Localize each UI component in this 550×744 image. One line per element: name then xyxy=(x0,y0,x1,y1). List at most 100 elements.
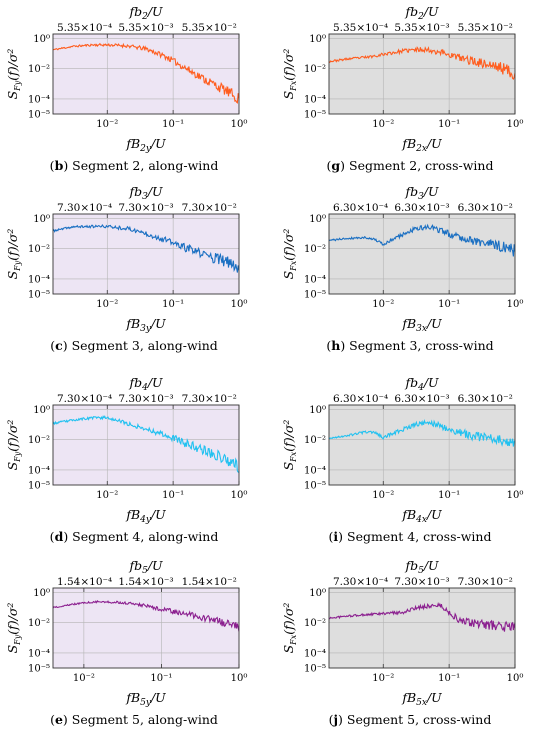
top-tick-label: 6.30×10⁻⁴ xyxy=(333,202,388,214)
top-tick-label: 5.35×10⁻² xyxy=(458,22,513,34)
panel-h: 10⁻² 10⁻¹ 10⁰ 10⁰ 10⁻² 10⁻⁴ 10⁻⁵ 6.30×10⁻⁴ 6.30×… xyxy=(281,184,523,353)
top-tick-label: 5.35×10⁻³ xyxy=(118,22,173,34)
plot-area xyxy=(53,405,239,485)
top-axis-title: fb4/U xyxy=(128,375,163,393)
top-tick-label: 5.35×10⁻⁴ xyxy=(333,22,388,34)
x-tick-label: 10⁰ xyxy=(507,119,524,130)
top-tick-label: 7.30×10⁻² xyxy=(458,576,513,588)
top-tick-label: 1.54×10⁻³ xyxy=(118,576,173,588)
x-tick-label: 10⁰ xyxy=(507,673,524,684)
y-tick-label: 10⁻⁵ xyxy=(28,110,50,121)
panel-caption: (b) Segment 2, along-wind xyxy=(50,158,219,173)
x-axis-title: fB3x/U xyxy=(401,316,442,334)
top-tick-label: 6.30×10⁻² xyxy=(458,202,513,214)
x-tick-label: 10⁻² xyxy=(96,299,118,310)
x-tick-label: 10⁻² xyxy=(96,490,118,501)
x-tick-label: 10⁰ xyxy=(231,490,248,501)
panel-caption: (e) Segment 5, along-wind xyxy=(50,712,218,727)
y-tick-label: 10⁰ xyxy=(33,34,50,45)
panel-i: 10⁻² 10⁻¹ 10⁰ 10⁰ 10⁻² 10⁻⁴ 10⁻⁵ 6.30×10⁻⁴ 6.30×… xyxy=(281,375,523,544)
series-line-d xyxy=(53,415,239,473)
top-axis-title: fb5/U xyxy=(128,558,163,576)
top-tick-label: 7.30×10⁻⁴ xyxy=(333,576,388,588)
top-tick-label: 7.30×10⁻³ xyxy=(394,576,449,588)
x-axis-title: fB4y/U xyxy=(125,507,166,525)
panel-g: 10⁻² 10⁻¹ 10⁰ 10⁰ 10⁻² 10⁻⁴ 10⁻⁵ 5.35×10⁻⁴ 5.35×… xyxy=(281,4,523,173)
series-line-g xyxy=(329,46,515,81)
top-tick-label: 7.30×10⁻³ xyxy=(118,202,173,214)
top-axis-title: fb2/U xyxy=(404,4,439,22)
y-tick-label: 10⁻⁵ xyxy=(28,481,50,492)
x-tick-label: 10⁰ xyxy=(507,299,524,310)
plot-area xyxy=(329,588,515,668)
y-tick-label: 10⁰ xyxy=(309,405,326,416)
y-tick-label: 10⁻² xyxy=(28,618,50,629)
y-axis-title: SFx(f)/σ² xyxy=(281,229,298,280)
x-tick-label: 10⁻² xyxy=(372,490,394,501)
top-axis-title: fb5/U xyxy=(404,558,439,576)
y-tick-label: 10⁻⁴ xyxy=(28,648,50,659)
top-axis-title: fb3/U xyxy=(404,184,439,202)
y-tick-label: 10⁻⁵ xyxy=(304,290,326,301)
y-tick-label: 10⁻⁵ xyxy=(304,110,326,121)
panel-caption: (j) Segment 5, cross-wind xyxy=(329,712,492,727)
y-axis-title: SFy(f)/σ² xyxy=(5,420,22,471)
top-tick-label: 1.54×10⁻⁴ xyxy=(57,576,112,588)
top-tick-label: 6.30×10⁻² xyxy=(458,393,513,405)
y-tick-label: 10⁻⁵ xyxy=(304,481,326,492)
x-axis-title: fB5x/U xyxy=(401,690,442,708)
panel-caption: (c) Segment 3, along-wind xyxy=(50,338,218,353)
y-tick-label: 10⁰ xyxy=(33,588,50,599)
panel-caption: (d) Segment 4, along-wind xyxy=(50,529,219,544)
x-axis-title: fB5y/U xyxy=(125,690,166,708)
x-tick-label: 10⁻² xyxy=(96,119,118,130)
y-axis-title: SFy(f)/σ² xyxy=(5,603,22,654)
top-axis-title: fb4/U xyxy=(404,375,439,393)
panel-d: 10⁻² 10⁻¹ 10⁰ 10⁰ 10⁻² 10⁻⁴ 10⁻⁵ 7.30×10⁻⁴ 7.30×… xyxy=(5,375,247,544)
x-tick-label: 10⁰ xyxy=(231,119,248,130)
y-tick-label: 10⁻² xyxy=(304,244,326,255)
x-tick-label: 10⁻¹ xyxy=(150,673,172,684)
panel-caption: (h) Segment 3, cross-wind xyxy=(326,338,493,353)
top-tick-label: 7.30×10⁻² xyxy=(182,393,237,405)
top-tick-label: 7.30×10⁻³ xyxy=(118,393,173,405)
top-axis-title: fb3/U xyxy=(128,184,163,202)
y-axis-title: SFy(f)/σ² xyxy=(5,49,22,100)
y-tick-label: 10⁻² xyxy=(304,618,326,629)
x-tick-label: 10⁻¹ xyxy=(162,119,184,130)
panel-b: 10⁻² 10⁻¹ 10⁰ 10⁰ 10⁻² 10⁻⁴ 10⁻⁵ 5.35×10⁻⁴ 5.35×… xyxy=(5,4,247,173)
plot-area xyxy=(329,34,515,114)
x-tick-label: 10⁻² xyxy=(372,119,394,130)
y-tick-label: 10⁻² xyxy=(304,435,326,446)
top-tick-label: 5.35×10⁻³ xyxy=(394,22,449,34)
panel-j: 10⁻² 10⁻¹ 10⁰ 10⁰ 10⁻² 10⁻⁴ 10⁻⁵ 7.30×10⁻⁴ 7.30×… xyxy=(281,558,523,727)
plot-area xyxy=(329,405,515,485)
plot-frame xyxy=(52,213,240,295)
plot-frame xyxy=(52,587,240,669)
top-tick-label: 6.30×10⁻³ xyxy=(394,202,449,214)
plot-frame xyxy=(328,587,516,669)
x-tick-label: 10⁻¹ xyxy=(438,119,460,130)
top-tick-label: 6.30×10⁻³ xyxy=(394,393,449,405)
x-tick-label: 10⁻¹ xyxy=(162,490,184,501)
x-tick-label: 10⁰ xyxy=(231,673,248,684)
top-tick-label: 7.30×10⁻⁴ xyxy=(57,202,112,214)
y-tick-label: 10⁰ xyxy=(33,214,50,225)
y-tick-label: 10⁰ xyxy=(33,405,50,416)
plot-area xyxy=(53,34,239,114)
top-tick-label: 7.30×10⁻² xyxy=(182,202,237,214)
plot-frame xyxy=(328,33,516,115)
x-axis-title: fB2x/U xyxy=(401,136,442,154)
x-tick-label: 10⁻¹ xyxy=(438,299,460,310)
y-tick-label: 10⁻⁴ xyxy=(28,465,50,476)
x-tick-label: 10⁻² xyxy=(372,299,394,310)
x-tick-label: 10⁻² xyxy=(73,673,95,684)
top-tick-label: 1.54×10⁻² xyxy=(182,576,237,588)
y-tick-label: 10⁻⁴ xyxy=(304,465,326,476)
y-tick-label: 10⁰ xyxy=(309,214,326,225)
y-tick-label: 10⁻⁵ xyxy=(28,290,50,301)
x-axis-title: fB3y/U xyxy=(125,316,166,334)
y-tick-label: 10⁻⁴ xyxy=(304,274,326,285)
y-axis-title: SFx(f)/σ² xyxy=(281,420,298,471)
